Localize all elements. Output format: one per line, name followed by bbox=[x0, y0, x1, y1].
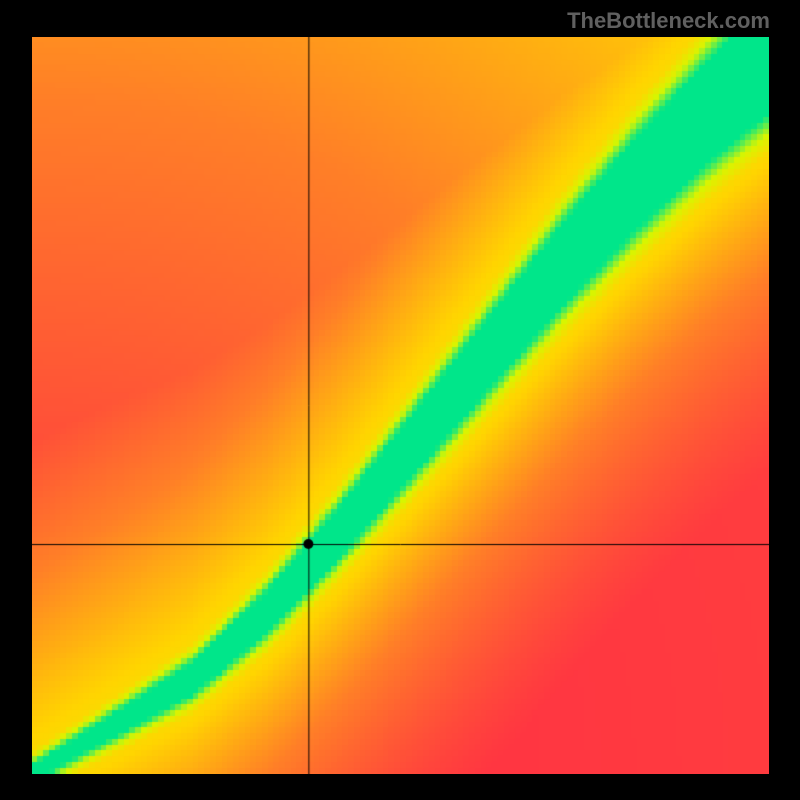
plot-area bbox=[32, 37, 769, 774]
chart-container: TheBottleneck.com bbox=[0, 0, 800, 800]
overlay-canvas bbox=[32, 37, 769, 774]
watermark-text: TheBottleneck.com bbox=[567, 8, 770, 34]
